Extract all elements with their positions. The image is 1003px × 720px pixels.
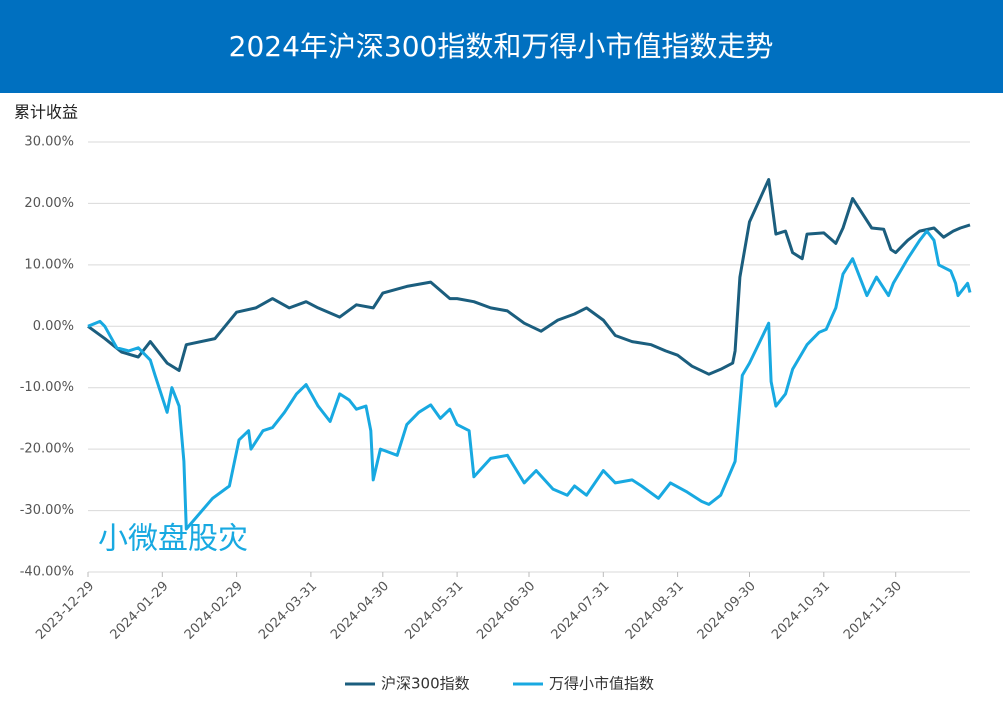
y-tick-label: 20.00% (24, 196, 74, 211)
x-tick-label: 2024-01-29 (108, 579, 172, 643)
annotation: 小微盘股灾 (98, 522, 248, 557)
series-line (87, 178, 971, 376)
y-tick-label: 30.00% (24, 135, 74, 150)
series-line (87, 229, 972, 531)
y-tick-label: -30.00% (20, 503, 74, 518)
chart-title: 2024年沪深300指数和万得小市值指数走势 (229, 30, 774, 63)
x-tick-label: 2024-08-31 (623, 579, 687, 643)
x-tick-label: 2024-05-31 (402, 579, 466, 643)
y-tick-label: -10.00% (20, 380, 74, 395)
header-bar (0, 0, 1003, 93)
y-tick-label: -20.00% (20, 442, 74, 457)
x-tick-label: 2024-06-30 (474, 579, 538, 643)
x-tick-label: 2024-11-30 (841, 579, 905, 643)
x-tick-label: 2024-10-31 (769, 579, 833, 643)
legend-label: 万得小市值指数 (549, 675, 654, 693)
x-tick-label: 2024-03-31 (256, 579, 320, 643)
y-axis-label: 累计收益 (14, 103, 78, 122)
x-tick-label: 2024-07-31 (549, 579, 613, 643)
x-tick-label: 2024-09-30 (695, 579, 759, 643)
y-tick-label: -40.00% (20, 565, 74, 580)
x-tick-label: 2024-02-29 (182, 579, 246, 643)
y-tick-label: 0.00% (33, 319, 74, 334)
legend-label: 沪深300指数 (381, 675, 470, 693)
x-tick-label: 2023-12-29 (33, 579, 97, 643)
y-tick-label: 10.00% (24, 257, 74, 272)
x-tick-label: 2024-04-30 (328, 579, 392, 643)
